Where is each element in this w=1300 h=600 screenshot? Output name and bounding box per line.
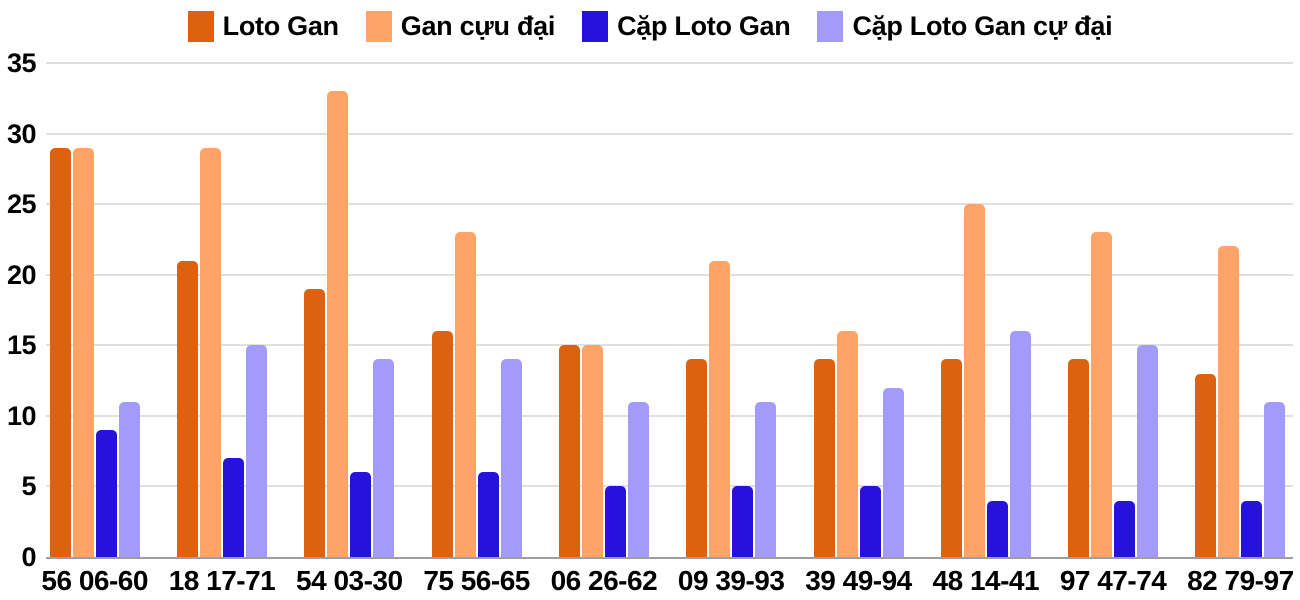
y-axis-tick-label: 30 [6,118,37,149]
y-axis-tick-label: 10 [6,400,37,431]
bar[interactable] [223,458,244,557]
bar[interactable] [1068,359,1090,557]
bar[interactable] [431,331,453,557]
legend-item-1: Loto Gan [187,11,339,42]
legend-series-label: Loto Gan [222,11,339,41]
bar[interactable] [1264,402,1286,557]
bar[interactable] [963,204,985,557]
bar[interactable] [1009,331,1031,557]
bar[interactable] [454,232,476,557]
x-axis-category-label: 54 03-30 [296,565,403,596]
gridline [46,273,1293,276]
bar[interactable] [732,486,754,557]
bar[interactable] [500,359,522,557]
bar[interactable] [1091,232,1113,557]
bar[interactable] [95,430,117,557]
x-axis-category-label: 39 49-94 [805,565,912,596]
gridline [46,62,1293,64]
bar[interactable] [118,402,140,557]
bar[interactable] [373,359,395,557]
x-axis-category-label: 06 26-62 [550,565,658,596]
y-axis-tick-label: 0 [21,542,36,572]
bar[interactable] [350,472,372,557]
bar[interactable] [304,289,326,557]
bar[interactable] [686,359,708,557]
bar[interactable] [604,486,626,557]
gridline [46,414,1293,417]
bar[interactable] [200,148,221,557]
bar[interactable] [1137,345,1159,557]
bar[interactable] [813,359,835,557]
legend-item-4: Cặp Loto Gan cự đại [817,11,1113,42]
legend-swatch-icon [187,11,214,42]
bar[interactable] [1241,501,1263,557]
bar[interactable] [581,345,603,557]
bar[interactable] [755,402,777,557]
y-axis-tick-label: 25 [6,189,37,220]
x-axis-category-label: 97 47-74 [1059,565,1167,596]
gridline [46,132,1293,135]
y-axis-tick-label: 35 [6,48,37,78]
bar[interactable] [1114,501,1136,557]
bar[interactable] [709,261,731,557]
y-axis-tick-label: 15 [6,330,37,361]
x-axis-category-label: 56 06-60 [41,565,148,596]
bar[interactable] [477,472,499,557]
gridline [46,344,1293,347]
bar[interactable] [1195,374,1217,557]
legend-item-3: Cặp Loto Gan [582,11,791,42]
legend-series-label: Gan cựu đại [400,11,556,41]
bar[interactable] [72,148,94,557]
bar[interactable] [836,331,858,557]
bar[interactable] [558,345,580,557]
x-axis-category-label: 48 14-41 [932,565,1040,596]
x-axis-category-label: 09 39-93 [677,565,785,596]
bar[interactable] [940,359,962,557]
x-axis-category-label: 75 56-65 [423,565,530,596]
bar[interactable] [177,261,198,557]
legend-item-2: Gan cựu đại [365,11,556,42]
x-axis-category-label: 18 17-71 [168,565,276,596]
legend-series-label: Cặp Loto Gan [617,11,791,41]
bar[interactable] [986,501,1008,557]
bar[interactable] [627,402,649,557]
bar[interactable] [1218,246,1240,557]
bar[interactable] [859,486,881,557]
x-axis-baseline [46,557,1293,559]
legend-swatch-icon [365,11,392,42]
gridline [46,203,1293,206]
legend-swatch-icon [582,11,609,42]
bar[interactable] [49,148,71,557]
legend: Loto Gan Gan cựu đại Cặp Loto Gan Cặp Loto … [0,11,1300,42]
y-axis-tick-label: 20 [6,259,37,290]
y-axis-tick-label: 5 [21,471,36,502]
legend-swatch-icon [817,11,844,42]
x-axis-category-label: 82 79-97 [1187,565,1294,596]
legend-series-label: Cặp Loto Gan cự đại [852,11,1113,41]
bar[interactable] [882,388,904,557]
bar[interactable] [327,91,349,557]
bar[interactable] [246,345,267,557]
gridline [46,485,1293,488]
